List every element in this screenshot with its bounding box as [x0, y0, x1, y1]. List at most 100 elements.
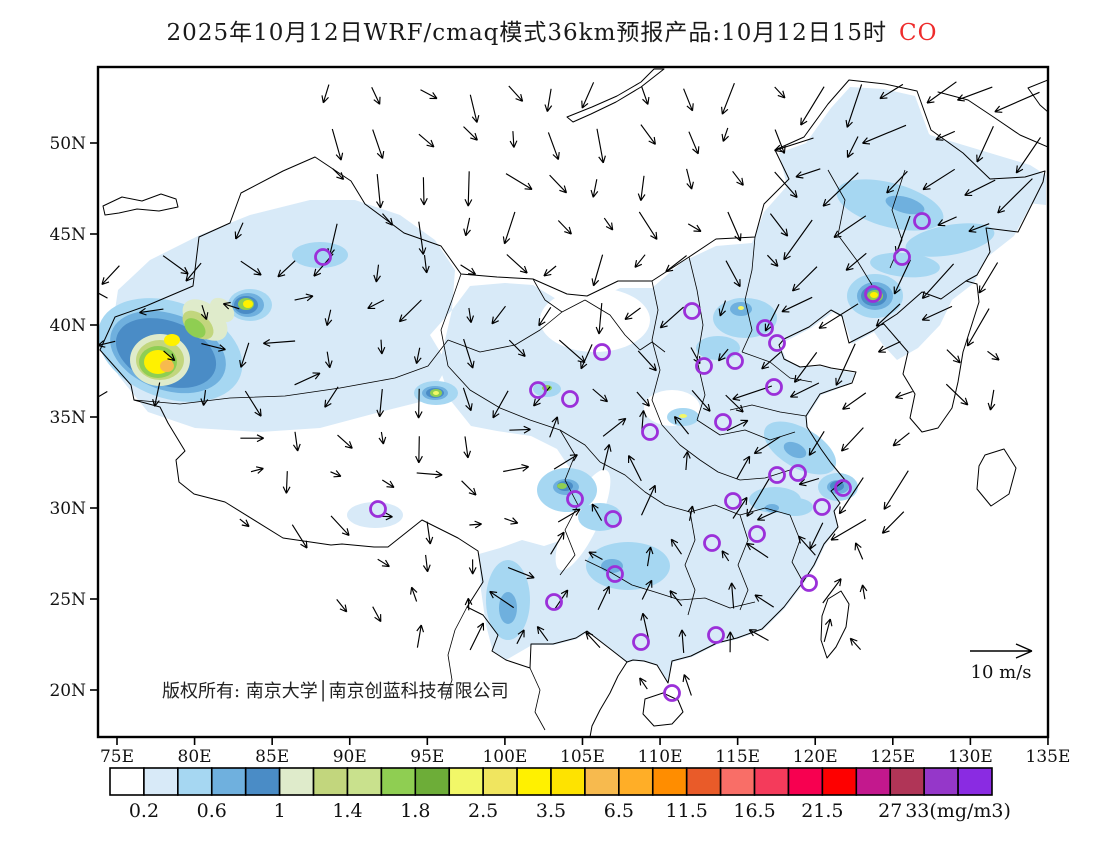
wind-arrow [726, 631, 735, 653]
station-circle [707, 626, 725, 644]
wind-arrow [877, 341, 901, 353]
colorbar-tick-label: 33(mg/m3) [905, 800, 1011, 822]
wind-arrow [774, 137, 814, 153]
wind-arrow [282, 471, 291, 494]
wind-arrow [185, 262, 202, 282]
wind-arrow [781, 296, 813, 313]
hotspot-blob [738, 306, 744, 310]
lon-tick-label: 85E [255, 747, 289, 767]
wind-arrow [659, 306, 684, 329]
wind-arrow [793, 352, 818, 383]
wind-arrow [200, 305, 209, 320]
wind-arrow [234, 222, 244, 240]
wind-arrow [978, 262, 999, 294]
station-circle [913, 212, 931, 230]
wind-arrow [849, 637, 862, 650]
lat-tick-label: 20N [49, 681, 86, 701]
hotspot-blob [679, 414, 687, 418]
station-circle [789, 464, 807, 482]
wind-arrow [469, 520, 482, 529]
hotspot-blob [160, 360, 174, 372]
colorbar-cell [889, 767, 925, 796]
wind-arrow [673, 415, 690, 435]
wind-arrow [718, 300, 727, 317]
station-circle [834, 479, 852, 497]
wind-arrow [415, 436, 423, 464]
colorbar-cell [244, 767, 281, 796]
wind-arrow [422, 554, 431, 573]
colorbar-tick-label: 16.5 [733, 800, 775, 822]
colorbar-tick-label: 1 [274, 800, 286, 822]
wind-arrow [596, 128, 606, 164]
wind-arrow [732, 170, 744, 186]
station-circle [545, 593, 563, 611]
colorbar-cell [923, 767, 959, 796]
page-title: 2025年10月12日WRF/cmaq模式36km预报产品:10月12日15时 C… [167, 20, 938, 46]
colorbar-cell [143, 767, 179, 796]
wind-vector-layer [98, 81, 1041, 696]
wind-arrow [921, 263, 955, 300]
wind-arrow [507, 566, 535, 580]
station-circle [768, 334, 786, 352]
wind-arrow [413, 347, 422, 364]
shade-blob [749, 487, 801, 513]
colorbar-cell [312, 767, 349, 796]
wind-arrow [976, 126, 994, 163]
wind-arrow [645, 546, 654, 567]
colorbar-cell [380, 767, 417, 796]
wind-arrow [332, 168, 345, 180]
lon-tick-label: 120E [793, 747, 838, 767]
wind-arrow [502, 211, 516, 245]
lat-tick-label: 40N [49, 316, 86, 336]
wind-arrow [398, 299, 422, 323]
wind-arrow [294, 293, 314, 302]
wind-arrow [581, 82, 595, 109]
wind-arrow [416, 470, 443, 479]
wind-arrow [416, 624, 425, 648]
wind-arrow [634, 254, 646, 268]
station-circle [593, 343, 611, 361]
wind-arrow [544, 88, 553, 112]
wind-arrow [201, 343, 226, 352]
kyushu-island [976, 448, 1017, 507]
wind-arrow [590, 179, 599, 198]
station-circle [724, 492, 742, 510]
wind-arrow [881, 511, 905, 534]
wind-arrow [761, 351, 781, 370]
wind-arrow [691, 390, 711, 412]
hotspot-blob [164, 334, 180, 346]
wind-arrow [883, 470, 909, 510]
lon-tick-label: 75E [100, 747, 134, 767]
wind-arrow [624, 307, 641, 320]
lat-tick-label: 35N [49, 408, 86, 428]
wind-arrow [492, 390, 509, 419]
wind-arrow [822, 172, 859, 207]
wind-arrow [728, 582, 736, 609]
wind-arrow [892, 432, 910, 447]
wind-arrow [800, 86, 825, 126]
wind-arrow [637, 175, 646, 202]
hotspot-blob [870, 292, 878, 298]
station-circle [714, 413, 732, 431]
wind-arrow [418, 133, 435, 148]
wind-arrow [292, 431, 301, 452]
station-circle [369, 500, 387, 518]
hotspot-blob [557, 483, 567, 489]
wind-arrow [336, 599, 348, 613]
wind-arrow [641, 579, 653, 600]
wind-arrow [509, 425, 531, 434]
colorbar-cell [177, 767, 213, 796]
korea-coast [882, 280, 980, 433]
wind-arrow [463, 217, 471, 237]
wind-arrow [894, 390, 913, 400]
colorbar-tick-label: 27 [878, 800, 902, 822]
wind-arrow [774, 171, 798, 199]
wind-arrow [504, 517, 519, 525]
station-circle [768, 466, 786, 484]
wind-arrow [808, 430, 825, 456]
map-frame [96, 65, 1050, 739]
wind-arrow [845, 252, 867, 271]
wind-arrow [469, 94, 480, 123]
colorbar-cell [753, 767, 790, 796]
